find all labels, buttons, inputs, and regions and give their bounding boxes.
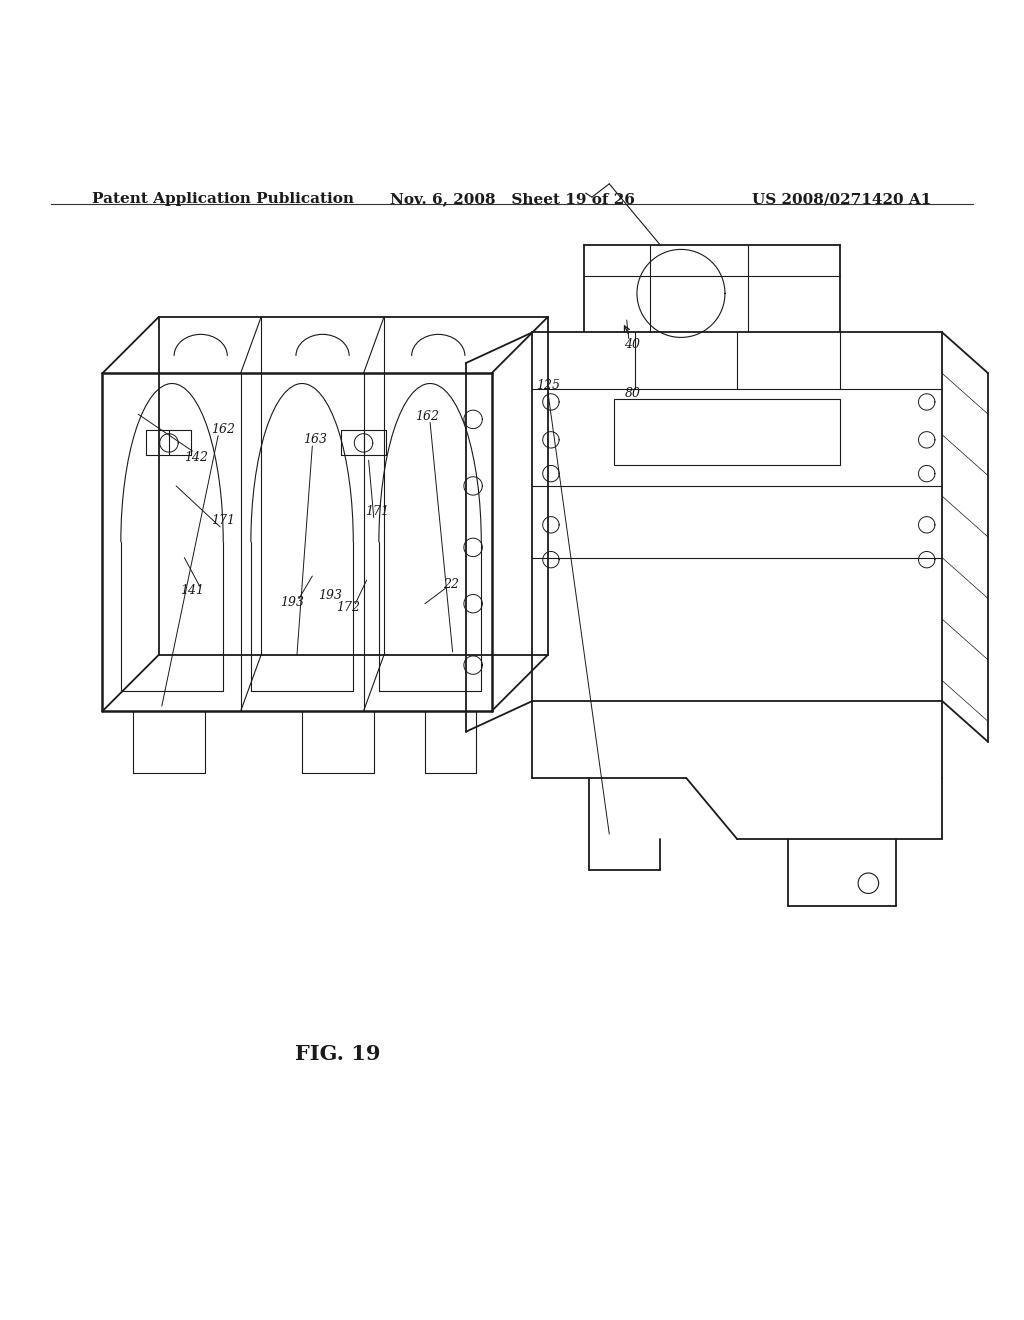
Text: Patent Application Publication: Patent Application Publication — [92, 191, 354, 206]
Text: 171: 171 — [211, 515, 236, 527]
Text: 80: 80 — [625, 387, 641, 400]
Text: 193: 193 — [317, 589, 342, 602]
Text: FIG. 19: FIG. 19 — [295, 1044, 381, 1064]
Text: 172: 172 — [336, 602, 360, 614]
Text: 163: 163 — [303, 433, 328, 446]
Text: 162: 162 — [211, 424, 236, 436]
Text: 162: 162 — [415, 409, 439, 422]
Text: 141: 141 — [180, 583, 205, 597]
Bar — [614, 399, 840, 466]
Text: 40: 40 — [624, 338, 640, 351]
Text: 142: 142 — [184, 450, 209, 463]
Text: 22: 22 — [442, 578, 459, 591]
Text: 125: 125 — [536, 379, 560, 392]
Text: 171: 171 — [365, 506, 389, 517]
Text: US 2008/0271420 A1: US 2008/0271420 A1 — [753, 191, 932, 206]
Text: Nov. 6, 2008   Sheet 19 of 26: Nov. 6, 2008 Sheet 19 of 26 — [389, 191, 635, 206]
Text: 193: 193 — [280, 597, 304, 609]
